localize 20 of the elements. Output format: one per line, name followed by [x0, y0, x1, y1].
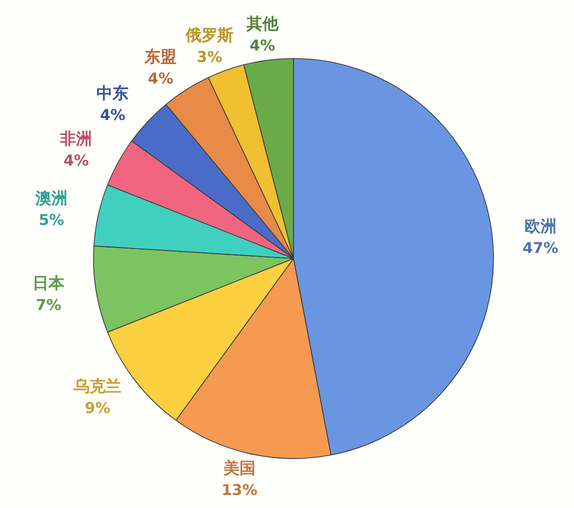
data-label: 4% — [148, 70, 174, 88]
slice-label: 欧洲 — [524, 216, 556, 236]
slice-label: 其他 — [245, 14, 280, 33]
data-label: 47% — [522, 239, 558, 258]
data-label: 13% — [221, 481, 258, 500]
data-label: 4% — [100, 106, 126, 124]
slice-label: 澳洲 — [34, 188, 68, 208]
slice-label: 俄罗斯 — [184, 25, 234, 44]
slice-label: 东盟 — [144, 47, 177, 66]
slice-label: 日本 — [32, 273, 66, 292]
data-label: 4% — [250, 36, 276, 54]
data-label: 4% — [63, 152, 89, 170]
data-label: 7% — [36, 296, 62, 314]
slice-label: 非洲 — [59, 129, 92, 148]
slice-label: 中东 — [96, 83, 129, 102]
data-label: 5% — [38, 211, 64, 230]
data-label: 3% — [196, 48, 222, 66]
slice-label: 乌克兰 — [72, 376, 122, 396]
data-label: 9% — [84, 399, 110, 418]
slice-label: 美国 — [222, 458, 256, 478]
